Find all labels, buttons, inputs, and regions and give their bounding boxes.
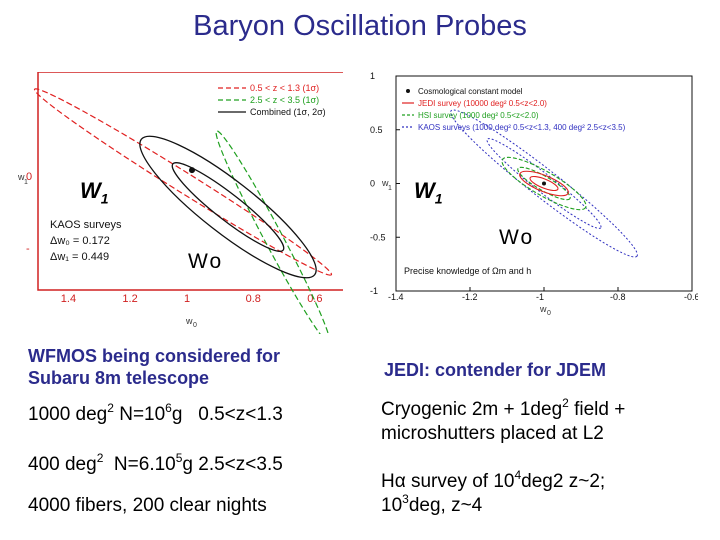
right-w1-label: W1 [414,178,443,207]
left-y-tick-label: - [26,243,30,255]
left-annotation-line-3: Δw₁ = 0.449 [50,251,109,263]
right-heading: JEDI: contender for JDEM [384,360,607,380]
right-wo-label: Wo [499,226,535,249]
right-y-tick-label: 0 [370,179,375,189]
right-y-tick-label: 0.5 [370,125,383,135]
right-chart: -1.4 -1.2 -1 -0.8 -0.6 1 0.5 0 -0.5 -1 Cosmologic… [370,72,698,317]
right-x-axis-label-sub: 0 [547,310,551,317]
left-black-contour-2sigma [139,135,317,279]
right-x-axis-label: w [539,304,547,314]
left-y-axis-label-sub: 1 [24,179,28,186]
left-line-2: 400 deg2 N=6.105g 2.5<z<3.5 [28,451,283,475]
left-x-tick-label: 1.4 [61,293,76,305]
left-x-axis-label: w [185,316,193,326]
left-x-tick-label: 0.8 [246,293,261,305]
left-black-contour-1sigma [171,162,285,252]
left-line-3: 4000 fibers, 200 clear nights [28,495,267,516]
left-legend-black-label: Combined (1σ, 2σ) [250,107,326,117]
left-heading: WFMOS being considered for Subaru 8m tel… [28,345,280,389]
left-x-tick-label: 0.6 [307,293,322,305]
left-wo-label: Wo [188,250,224,273]
right-y-tick-label: -0.5 [370,232,386,242]
left-annotation-line-1: KAOS surveys [50,219,122,231]
right-y-axis-label-sub: 1 [388,185,392,192]
left-legend: 0.5 < z < 1.3 (1σ) 2.5 < z < 3.5 (1σ) Co… [218,83,326,117]
right-paragraph-1: Cryogenic 2m + 1deg2 field + microshutte… [381,396,626,446]
left-y-tick-label: 0 [26,171,32,183]
right-x-tick-label: -0.6 [684,292,698,302]
left-red-contour [33,88,333,276]
right-legend-label-2: JEDI survey (10000 deg² 0.5<z<2.0) [418,99,547,108]
right-x-tick-label: -1.2 [462,292,478,302]
right-blue-contour-inner [486,138,602,229]
left-heading-line-2: Subaru 8m telescope [28,368,210,388]
right-paragraph-1-line-1: Cryogenic 2m + 1deg2 field + [381,396,626,420]
right-paragraph-2-line-1: Hα survey of 104deg2 z~2; [381,468,606,492]
right-legend-label-1: Cosmological constant model [418,87,523,96]
right-y-tick-label: 1 [370,72,375,81]
right-red-contour-inner [529,175,559,192]
left-green-contour [215,130,331,334]
right-legend-label-3: HSI survey (1000 deg² 0.5<z<2.0) [418,111,539,120]
right-red-contour-outer [519,170,569,197]
right-annotation: Precise knowledge of Ωm and h [404,266,531,276]
left-fiducial-marker [189,167,195,174]
right-x-tick-label: -0.8 [610,292,626,302]
left-x-tick-label: 1.2 [122,293,137,305]
right-x-tick-label: -1 [536,292,544,302]
left-annotation-line-2: Δw₀ = 0.172 [50,235,110,247]
left-legend-green-label: 2.5 < z < 3.5 (1σ) [250,95,319,105]
left-plot-frame [37,72,343,291]
left-chart: 1.4 1.2 1 0.8 0.6 0 - 0.5 < z < 1.3 (1σ) 2.5 <… [18,72,343,334]
left-line-1: 1000 deg2 N=106g 0.5<z<1.3 [28,401,283,425]
left-legend-red-label: 0.5 < z < 1.3 (1σ) [250,83,319,93]
right-legend-marker [406,89,410,93]
right-paragraph-2-line-2: 103deg, z~4 [381,492,483,516]
right-paragraph-2: Hα survey of 104deg2 z~2; 103deg, z~4 [381,468,606,518]
right-green-contour-inner [517,166,571,201]
right-legend-label-4: KAOS surveys (1000 deg² 0.5<z<1.3, 400 d… [418,123,626,132]
page-title: Baryon Oscillation Probes [193,10,527,42]
right-y-axis-label: w [381,178,389,188]
right-blue-contour-outer [450,109,638,258]
right-green-contour-outer [501,156,587,211]
right-paragraph-1-line-2: microshutters placed at L2 [381,423,604,444]
left-w1-label: W1 [80,178,109,207]
left-y-axis-label: w [18,172,25,182]
left-annotation: KAOS surveys Δw₀ = 0.172 Δw₁ = 0.449 [50,219,122,263]
left-x-tick-label: 1 [184,293,190,305]
left-heading-line-1: WFMOS being considered for [28,346,281,366]
left-x-axis-label-sub: 0 [193,322,197,329]
right-legend: Cosmological constant model JEDI survey … [402,87,626,132]
right-y-tick-label: -1 [370,286,378,296]
right-fiducial-marker [542,181,546,186]
right-x-tick-label: -1.4 [388,292,404,302]
